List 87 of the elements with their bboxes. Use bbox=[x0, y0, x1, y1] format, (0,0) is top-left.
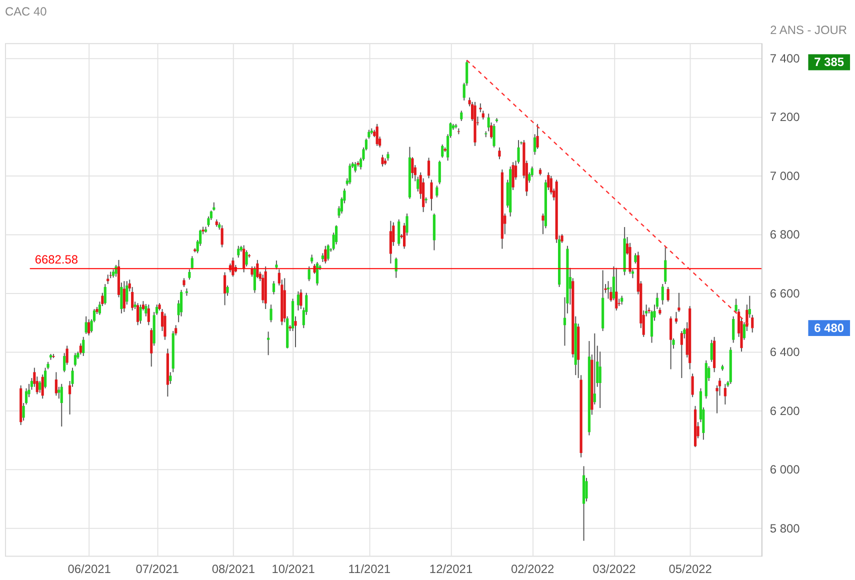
candlestick bbox=[606, 280, 610, 300]
candlestick bbox=[670, 316, 672, 370]
candlestick bbox=[88, 318, 90, 336]
candlestick bbox=[74, 352, 77, 367]
y-tick-label: 7 000 bbox=[770, 168, 800, 183]
candlestick bbox=[220, 224, 224, 248]
candlestick bbox=[710, 339, 713, 362]
y-tick-label: 6 200 bbox=[770, 404, 800, 418]
chart-title: CAC 40 bbox=[4, 4, 48, 18]
y-tick-label: 6 800 bbox=[770, 228, 800, 242]
candlestick bbox=[664, 246, 667, 285]
candlestick bbox=[427, 157, 430, 179]
candlestick bbox=[348, 163, 352, 185]
candlestick bbox=[411, 156, 414, 179]
y-tick-label: 5 800 bbox=[770, 521, 800, 536]
candlestick bbox=[441, 144, 444, 158]
y-tick-label: 6 600 bbox=[770, 286, 800, 300]
candlestick bbox=[438, 160, 441, 185]
y-tick-label: 6 000 bbox=[770, 462, 800, 477]
candlestick bbox=[389, 220, 392, 264]
candlestick bbox=[245, 250, 248, 267]
candlestick bbox=[615, 267, 618, 311]
candlestick bbox=[267, 331, 270, 356]
x-tick-label: 02/2022 bbox=[511, 562, 555, 576]
candlestick bbox=[498, 146, 501, 160]
x-tick-label: 12/2021 bbox=[429, 562, 473, 576]
candlestick bbox=[680, 330, 683, 379]
candlestick bbox=[242, 244, 246, 273]
candlestick bbox=[308, 266, 310, 282]
candlestick bbox=[270, 304, 272, 323]
candlestick bbox=[492, 123, 496, 148]
candlestick bbox=[354, 162, 357, 173]
candlestick bbox=[296, 290, 300, 311]
candlestick bbox=[398, 218, 400, 246]
candlestick bbox=[237, 245, 240, 258]
candlestick bbox=[585, 477, 588, 502]
candlestick bbox=[376, 123, 378, 146]
text: 7 385 bbox=[814, 55, 844, 70]
candlestick bbox=[131, 286, 134, 311]
ref-line-label: 6682.58 bbox=[34, 252, 78, 267]
candlestick bbox=[164, 312, 166, 340]
candlestick bbox=[678, 292, 680, 312]
text: 6 480 bbox=[814, 321, 844, 336]
candlestick bbox=[122, 280, 126, 312]
candlestick bbox=[666, 286, 670, 302]
candlestick bbox=[272, 280, 276, 295]
candlestick bbox=[674, 311, 678, 324]
candlestick bbox=[60, 383, 63, 428]
x-tick-label: 10/2021 bbox=[272, 562, 316, 576]
candlestick bbox=[190, 256, 194, 270]
candlestick bbox=[188, 268, 191, 280]
candlestick bbox=[430, 179, 433, 212]
candlestick bbox=[732, 316, 735, 344]
candlestick bbox=[169, 372, 172, 384]
candlestick bbox=[326, 244, 330, 262]
candlestick bbox=[316, 262, 319, 286]
candlestick bbox=[106, 274, 110, 285]
candlestick bbox=[24, 388, 28, 405]
x-tick-label: 07/2021 bbox=[136, 562, 180, 576]
candlestick bbox=[381, 154, 384, 168]
x-tick-label: 11/2021 bbox=[348, 562, 391, 576]
candlestick bbox=[84, 316, 88, 334]
candlestick bbox=[436, 185, 438, 198]
candlestick bbox=[262, 274, 264, 304]
x-tick-label: 05/2022 bbox=[668, 562, 712, 576]
candlestick bbox=[22, 402, 25, 422]
candlestick bbox=[139, 304, 142, 324]
candlestick bbox=[661, 284, 664, 306]
y-tick-label: 7 400 bbox=[770, 51, 800, 66]
candlestick bbox=[38, 380, 42, 394]
candlestick bbox=[691, 373, 694, 398]
candlestick bbox=[724, 383, 726, 405]
y-tick-label: 7 200 bbox=[770, 110, 800, 124]
candlestick bbox=[224, 272, 226, 306]
y-tick-label: 6 400 bbox=[770, 345, 800, 360]
candlestick bbox=[324, 245, 327, 264]
text: 2 ANS - JOUR bbox=[770, 23, 848, 38]
candlestick bbox=[104, 284, 106, 306]
x-tick-label: 08/2021 bbox=[212, 562, 256, 576]
x-tick-label: 06/2021 bbox=[68, 562, 112, 576]
x-tick-label: 03/2022 bbox=[592, 562, 636, 576]
candlestick bbox=[79, 342, 82, 356]
candlestick bbox=[460, 110, 463, 122]
candlestick bbox=[136, 302, 140, 326]
candlestick bbox=[147, 304, 150, 326]
candlestick bbox=[54, 372, 58, 396]
candlestick bbox=[82, 336, 85, 357]
